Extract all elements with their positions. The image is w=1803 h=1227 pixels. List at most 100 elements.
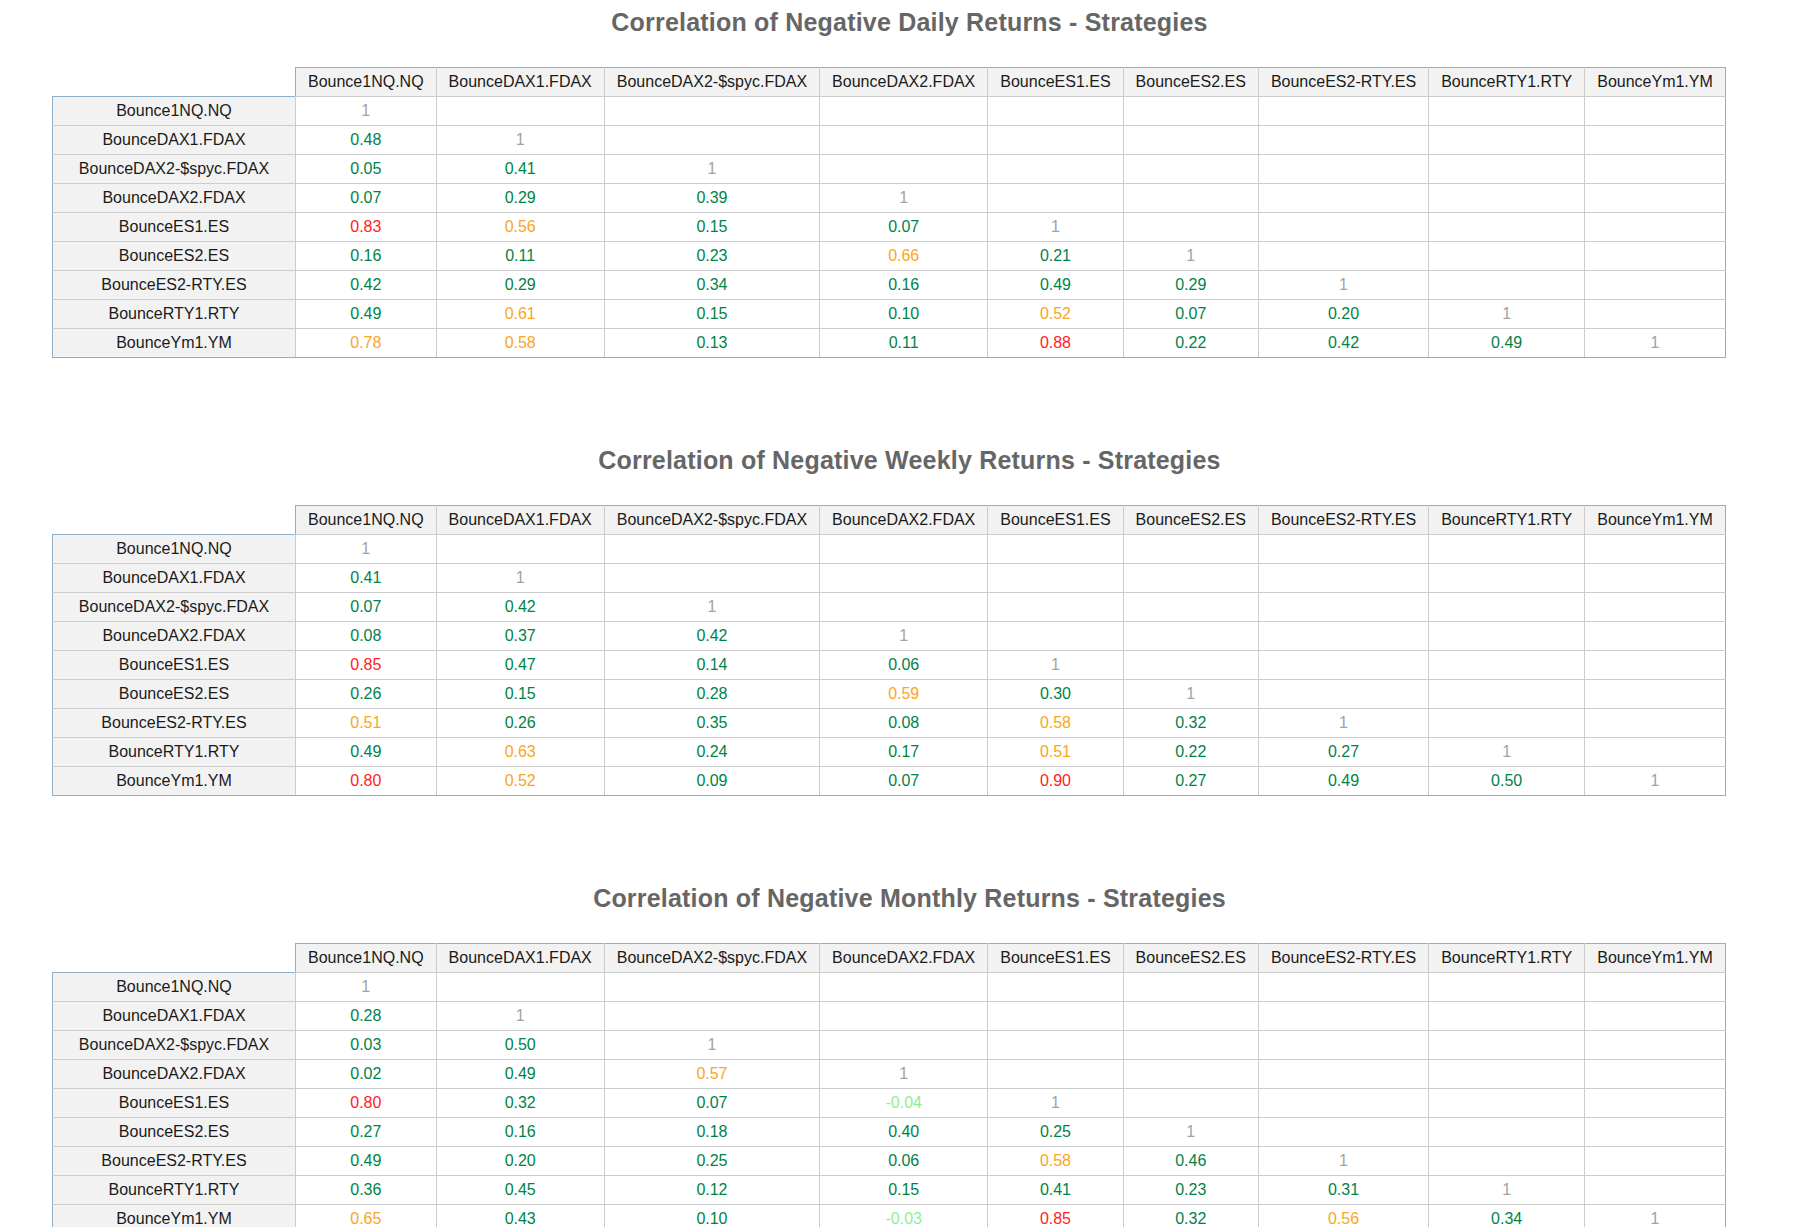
empty-cell [1123, 1031, 1258, 1060]
column-header: BounceRTY1.RTY [1429, 944, 1585, 973]
empty-cell [1258, 651, 1428, 680]
correlation-cell: 0.58 [988, 709, 1123, 738]
empty-cell [1123, 651, 1258, 680]
correlation-cell: 0.42 [1258, 329, 1428, 358]
empty-cell [1258, 973, 1428, 1002]
empty-cell [1258, 680, 1428, 709]
correlation-cell: 1 [1123, 242, 1258, 271]
row-header: BounceDAX1.FDAX [53, 564, 296, 593]
correlation-cell: 0.58 [988, 1147, 1123, 1176]
correlation-cell: 0.42 [296, 271, 437, 300]
corner-cell [53, 944, 296, 973]
empty-cell [820, 535, 988, 564]
row-header: BounceES2.ES [53, 1118, 296, 1147]
column-header: BounceDAX2-$spyc.FDAX [604, 68, 819, 97]
empty-cell [988, 535, 1123, 564]
row-header: BounceDAX2.FDAX [53, 1060, 296, 1089]
empty-cell [1585, 1002, 1726, 1031]
correlation-cell: 0.49 [1429, 329, 1585, 358]
correlation-cell: 1 [820, 184, 988, 213]
correlation-cell: 0.56 [436, 213, 604, 242]
column-header: BounceES2.ES [1123, 506, 1258, 535]
correlation-cell: 0.10 [604, 1205, 819, 1227]
empty-cell [1429, 271, 1585, 300]
table-row: BounceDAX2.FDAX0.020.490.571 [53, 1060, 1726, 1089]
empty-cell [1429, 1089, 1585, 1118]
empty-cell [1429, 680, 1585, 709]
correlation-cell: 0.07 [296, 593, 437, 622]
correlation-cell: 1 [988, 213, 1123, 242]
column-header: BounceDAX2.FDAX [820, 68, 988, 97]
correlation-cell: 1 [988, 1089, 1123, 1118]
empty-cell [1429, 593, 1585, 622]
empty-cell [1585, 1176, 1726, 1205]
correlation-cell: 0.41 [296, 564, 437, 593]
correlation-cell: 1 [988, 651, 1123, 680]
correlation-cell: 1 [1429, 300, 1585, 329]
correlation-cell: 0.41 [436, 155, 604, 184]
empty-cell [820, 155, 988, 184]
correlation-cell: 0.39 [604, 184, 819, 213]
corner-cell [53, 68, 296, 97]
column-header: BounceYm1.YM [1585, 944, 1726, 973]
column-header: BounceDAX2-$spyc.FDAX [604, 944, 819, 973]
correlation-cell: 1 [604, 155, 819, 184]
empty-cell [1123, 97, 1258, 126]
empty-cell [1258, 184, 1428, 213]
empty-cell [1123, 1060, 1258, 1089]
empty-cell [1429, 535, 1585, 564]
column-header: BounceRTY1.RTY [1429, 68, 1585, 97]
row-header: Bounce1NQ.NQ [53, 97, 296, 126]
empty-cell [1258, 1002, 1428, 1031]
correlation-cell: 0.17 [820, 738, 988, 767]
correlation-cell: 0.48 [296, 126, 437, 155]
correlation-cell: 0.23 [1123, 1176, 1258, 1205]
empty-cell [1258, 97, 1428, 126]
correlation-cell: 0.29 [1123, 271, 1258, 300]
column-header: BounceDAX2-$spyc.FDAX [604, 506, 819, 535]
table-row: BounceDAX2.FDAX0.080.370.421 [53, 622, 1726, 651]
column-header: Bounce1NQ.NQ [296, 944, 437, 973]
empty-cell [436, 973, 604, 1002]
table-row: BounceES2-RTY.ES0.490.200.250.060.580.46… [53, 1147, 1726, 1176]
correlation-cell: 0.80 [296, 767, 437, 796]
empty-cell [1429, 1060, 1585, 1089]
correlation-cell: 1 [604, 593, 819, 622]
correlation-cell: 0.49 [296, 300, 437, 329]
table-row: BounceES1.ES0.830.560.150.071 [53, 213, 1726, 242]
row-header: BounceDAX2.FDAX [53, 622, 296, 651]
table-row: BounceES2.ES0.160.110.230.660.211 [53, 242, 1726, 271]
column-header: BounceES1.ES [988, 944, 1123, 973]
empty-cell [1258, 535, 1428, 564]
row-header: BounceES2-RTY.ES [53, 709, 296, 738]
correlation-cell: 0.49 [296, 1147, 437, 1176]
empty-cell [988, 1031, 1123, 1060]
correlation-cell: 1 [436, 1002, 604, 1031]
correlation-cell: 0.15 [436, 680, 604, 709]
row-header: BounceYm1.YM [53, 329, 296, 358]
table-row: BounceES2.ES0.260.150.280.590.301 [53, 680, 1726, 709]
empty-cell [1585, 1031, 1726, 1060]
table-row: Bounce1NQ.NQ1 [53, 535, 1726, 564]
empty-cell [988, 184, 1123, 213]
empty-cell [820, 126, 988, 155]
correlation-cell: 0.11 [436, 242, 604, 271]
correlation-cell: 0.29 [436, 271, 604, 300]
empty-cell [1429, 1147, 1585, 1176]
correlation-cell: 0.07 [820, 213, 988, 242]
correlation-cell: 0.58 [436, 329, 604, 358]
correlation-cell: 0.32 [1123, 1205, 1258, 1227]
empty-cell [1429, 184, 1585, 213]
table-row: BounceES1.ES0.850.470.140.061 [53, 651, 1726, 680]
row-header: BounceDAX2-$spyc.FDAX [53, 593, 296, 622]
column-header: BounceES2.ES [1123, 68, 1258, 97]
correlation-cell: 1 [1258, 271, 1428, 300]
row-header: BounceRTY1.RTY [53, 1176, 296, 1205]
table-row: BounceYm1.YM0.780.580.130.110.880.220.42… [53, 329, 1726, 358]
column-header-row: Bounce1NQ.NQBounceDAX1.FDAXBounceDAX2-$s… [53, 506, 1726, 535]
correlation-cell: 0.28 [604, 680, 819, 709]
empty-cell [604, 535, 819, 564]
table-row: Bounce1NQ.NQ1 [53, 973, 1726, 1002]
column-header-row: Bounce1NQ.NQBounceDAX1.FDAXBounceDAX2-$s… [53, 944, 1726, 973]
table-row: BounceRTY1.RTY0.360.450.120.150.410.230.… [53, 1176, 1726, 1205]
